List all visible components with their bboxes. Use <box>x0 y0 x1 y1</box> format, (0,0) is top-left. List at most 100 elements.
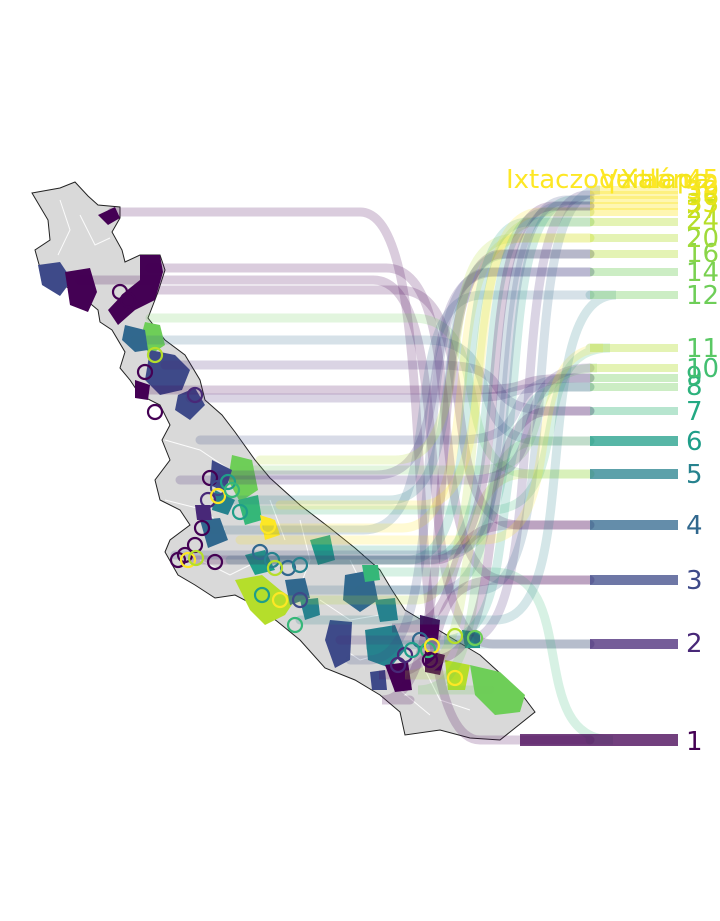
rank-label-2: 2 <box>686 629 703 659</box>
ranking-ribbon <box>75 275 595 649</box>
municipality-c-4 <box>210 460 232 492</box>
ranking-ribbon <box>443 382 595 645</box>
ranking-ribbon <box>255 233 595 465</box>
ranking-ribbon <box>275 207 595 510</box>
municipality-marker <box>259 517 277 535</box>
municipality-s-7 <box>370 670 387 690</box>
municipality-s-9 <box>445 660 470 690</box>
rank-label-20: 20 <box>686 224 719 254</box>
rank-label-10: 10 <box>686 354 719 384</box>
rank-label-6: 6 <box>686 427 703 457</box>
rank-label-36: 36 <box>686 182 719 212</box>
rank-labels: 1 2 3 4 5 6 7 8 9 10 11 12 14 16 20 24 2… <box>686 165 719 757</box>
ranking-ribbon <box>215 249 595 505</box>
municipality-c-5 <box>212 490 235 515</box>
ranking-ribbon <box>130 335 595 446</box>
ranking-ribbon <box>145 263 595 585</box>
municipality-marker <box>201 469 219 487</box>
municipality-circle-markers <box>111 283 484 687</box>
rank-label-39: 39 <box>686 176 719 206</box>
ranking-ribbon <box>391 520 595 633</box>
municipality-c-10 <box>285 578 310 605</box>
municipality-s-1 <box>325 620 352 668</box>
municipality-marker <box>186 386 204 404</box>
ranking-ribbon <box>140 373 595 395</box>
top-name-xalapa: Xalapa <box>620 165 709 195</box>
municipality-marker <box>223 481 241 499</box>
municipality-marker <box>206 553 224 571</box>
municipality-marker <box>266 559 284 577</box>
municipality-marker <box>187 549 205 567</box>
rank-label-14: 14 <box>686 258 719 288</box>
municipality-marker <box>403 641 421 659</box>
municipality-marker <box>169 551 187 569</box>
municipality-north-9 <box>135 380 150 400</box>
municipality-c-1 <box>228 455 258 502</box>
ranking-ribbon <box>160 360 595 416</box>
rank-label-42: 42 <box>686 170 719 200</box>
ranking-ribbon <box>345 267 595 665</box>
ranking-ribbon <box>170 195 595 560</box>
municipality-marker <box>179 551 197 569</box>
ranking-ribbon <box>235 343 604 545</box>
top-name-ixtaczoquitlan: Ixtaczoquitlán <box>506 165 689 195</box>
municipality-marker <box>466 629 484 647</box>
municipality-marker <box>251 543 269 561</box>
ranking-ribbon <box>205 290 595 535</box>
municipality-s-4 <box>365 625 405 668</box>
municipality-c-6 <box>195 505 212 520</box>
rank-label-5: 5 <box>686 460 703 490</box>
municipality-north-8 <box>175 388 205 420</box>
ranking-ribbon <box>145 313 595 479</box>
ranking-ribbons <box>75 185 617 745</box>
rank-label-4: 4 <box>686 511 703 541</box>
municipality-c-12 <box>310 535 335 565</box>
ranking-ribbon <box>225 217 595 565</box>
rank-label-9: 9 <box>686 362 703 392</box>
ranking-ribbon <box>195 373 595 445</box>
municipality-north-1 <box>98 207 120 225</box>
rank-label-24: 24 <box>686 206 719 236</box>
municipality-marker <box>291 591 309 609</box>
ranking-ribbon <box>335 190 595 645</box>
rank-label-16: 16 <box>686 239 719 269</box>
municipality-marker <box>253 586 271 604</box>
rank-label-1: 1 <box>686 727 703 757</box>
ranking-ribbon <box>263 233 595 533</box>
ranking-ribbon <box>417 436 595 695</box>
ranking-ribbon <box>215 267 595 480</box>
municipality-marker <box>421 651 439 669</box>
rank-label-33: 33 <box>686 189 719 219</box>
ranking-ribbon <box>404 469 595 680</box>
ranking-ribbon <box>355 185 601 595</box>
ranking-ribbon <box>381 249 595 705</box>
ranking-ribbon <box>425 406 595 665</box>
municipality-s-12 <box>462 630 480 648</box>
top-name-veracruz: Veracruz <box>600 165 714 195</box>
municipality-marker <box>446 669 464 687</box>
municipality-marker <box>291 556 309 574</box>
municipality-marker <box>286 616 304 634</box>
municipality-s-10 <box>470 665 525 715</box>
ranking-ribbon <box>150 285 595 530</box>
municipality-s-3 <box>362 565 380 582</box>
rank-label-8: 8 <box>686 372 703 402</box>
municipality-marker <box>199 491 217 509</box>
ranking-ribbon <box>107 207 595 745</box>
ranking-ribbon <box>290 201 595 595</box>
municipality-marker <box>446 627 464 645</box>
municipality-north-4 <box>108 255 163 325</box>
municipality-north-6 <box>122 325 148 352</box>
municipality-marker <box>119 291 137 309</box>
municipality-marker <box>271 591 289 609</box>
ranking-ribbon <box>185 382 595 403</box>
ranking-ribbon <box>245 343 611 515</box>
top-municipality-names: Ixtaczoquitlán Veracruz Xalapa <box>506 165 714 195</box>
municipality-north-3 <box>65 268 97 312</box>
municipality-c-8 <box>235 575 295 625</box>
municipality-c-7 <box>260 515 280 540</box>
rank-label-27: 27 <box>686 195 719 225</box>
municipality-marker <box>263 551 281 569</box>
municipality-marker <box>209 487 227 505</box>
